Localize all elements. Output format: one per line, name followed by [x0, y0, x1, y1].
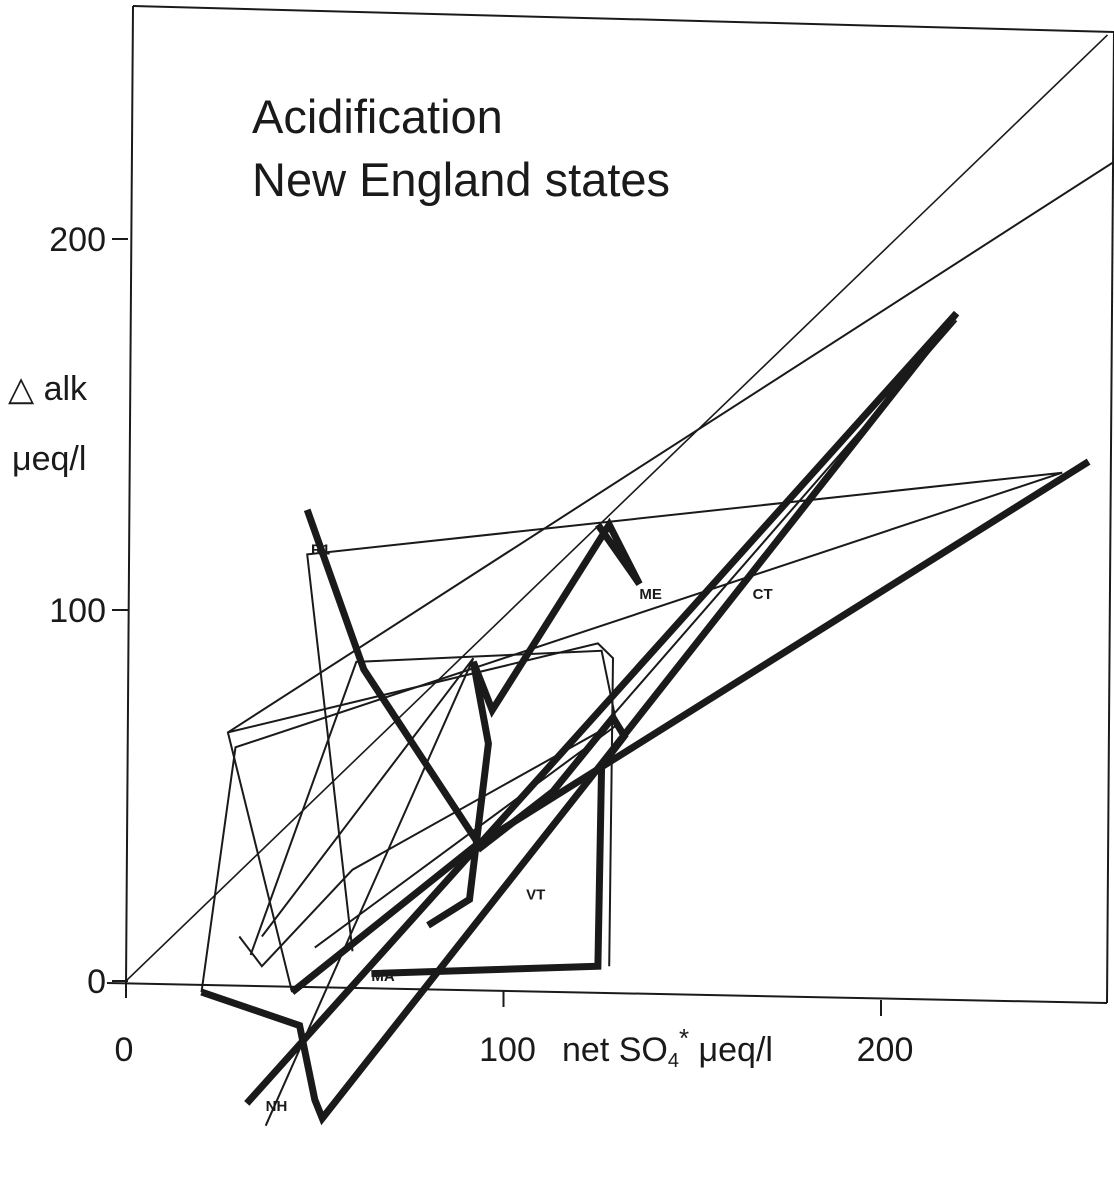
- x-tick-label: 100: [479, 1031, 536, 1069]
- series-line-9: [200, 310, 960, 1126]
- reference-line-group: [125, 34, 1109, 982]
- chart-title: Acidification New England states: [252, 90, 670, 206]
- state-labels: R1 ME CT VT MA NH: [266, 541, 773, 1115]
- state-label-me: ME: [639, 586, 662, 603]
- state-label-ma: MA: [371, 968, 394, 985]
- title-line-1: Acidification: [252, 90, 503, 143]
- data-series: [200, 160, 1114, 1127]
- series-line-1: [227, 642, 615, 967]
- series-line-6: [249, 649, 618, 956]
- y-axis-label-line-1: △ alk: [8, 370, 88, 408]
- y-axis-label: △ alk μeq/l: [8, 370, 88, 478]
- x-axis-label-superscript: *: [679, 1023, 689, 1053]
- x-axis-label: net SO4* μeq/l: [562, 1023, 773, 1072]
- series-line-7: [303, 508, 629, 978]
- state-label-r1: R1: [311, 541, 330, 558]
- x-axis: [106, 982, 1108, 1004]
- series-line-5: [261, 657, 475, 1127]
- y-tick-label: 100: [49, 592, 106, 630]
- title-line-2: New England states: [252, 153, 670, 206]
- y-tick-label: 200: [49, 221, 106, 259]
- state-label-nh: NH: [266, 1098, 288, 1115]
- frame-left: [125, 5, 134, 986]
- x-tick-label: 0: [115, 1031, 134, 1069]
- series-line-4: [200, 471, 1063, 993]
- series-line-10: [426, 517, 643, 929]
- state-label-vt: VT: [526, 886, 545, 903]
- series-line-8: [289, 458, 1091, 995]
- y-tick-label: 0: [87, 963, 106, 1001]
- frame-right: [1106, 31, 1114, 1004]
- plot-frame: [106, 5, 1114, 1004]
- frame-top: [132, 5, 1114, 33]
- series-line-2: [226, 160, 1114, 993]
- axis-ticks: 0 100 200 0 100 200: [49, 221, 913, 1069]
- x-axis-label-unit: μeq/l: [689, 1031, 773, 1069]
- state-label-ct: CT: [753, 586, 773, 603]
- x-axis-label-main: net SO: [562, 1031, 668, 1069]
- series-line-3: [238, 319, 958, 968]
- reference-line: [125, 34, 1109, 982]
- y-axis-label-line-2: μeq/l: [12, 440, 86, 478]
- x-axis-label-subscript: 4: [668, 1050, 679, 1072]
- x-tick-label: 200: [857, 1031, 914, 1069]
